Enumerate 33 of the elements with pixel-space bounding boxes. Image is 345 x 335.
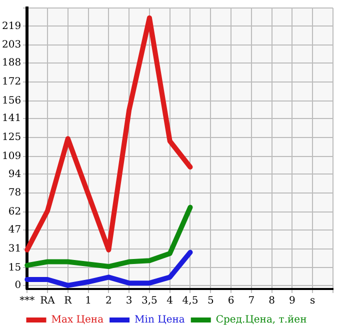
x-tick-label: 2: [105, 296, 112, 307]
x-tick-label: 4,5: [182, 296, 198, 307]
x-tick-label: ***: [20, 296, 35, 307]
y-tick-label: 203: [2, 40, 22, 51]
x-tick-label: 3,5: [142, 296, 158, 307]
x-tick-label: 3: [126, 296, 132, 307]
x-tick-label: s: [310, 296, 316, 307]
y-tick-label: 109: [2, 151, 22, 162]
legend-label: Max Цена: [51, 314, 104, 326]
y-tick-label: 94: [8, 168, 22, 180]
x-tick-label: 7: [248, 296, 255, 307]
y-tick-label: 188: [2, 57, 22, 68]
y-tick-label: 141: [2, 113, 22, 124]
legend-label: Сред.Цена, т.йен: [216, 314, 308, 326]
y-tick-label: 156: [2, 95, 22, 106]
y-tick-label: 47: [8, 224, 22, 236]
x-tick-label: R: [64, 296, 72, 307]
y-tick-label: 62: [8, 206, 22, 218]
x-tick-label: 9: [289, 296, 296, 307]
y-tick-label: 78: [8, 188, 22, 199]
y-tick-label: 172: [2, 76, 22, 88]
x-tick-label: 5: [207, 296, 214, 307]
y-tick-label: 125: [2, 132, 22, 144]
y-tick-label: 219: [2, 20, 22, 32]
y-tick-label: 15: [8, 262, 22, 274]
x-tick-label: 6: [228, 296, 234, 307]
x-tick-label: 1: [85, 296, 92, 307]
x-tick-label: 8: [268, 296, 276, 307]
legend-label: Min Цена: [134, 314, 185, 326]
x-tick-label: RA: [40, 296, 56, 307]
x-tick-label: 4: [166, 296, 174, 307]
y-tick-label: 31: [8, 243, 22, 254]
y-tick-label: 0: [14, 280, 22, 292]
